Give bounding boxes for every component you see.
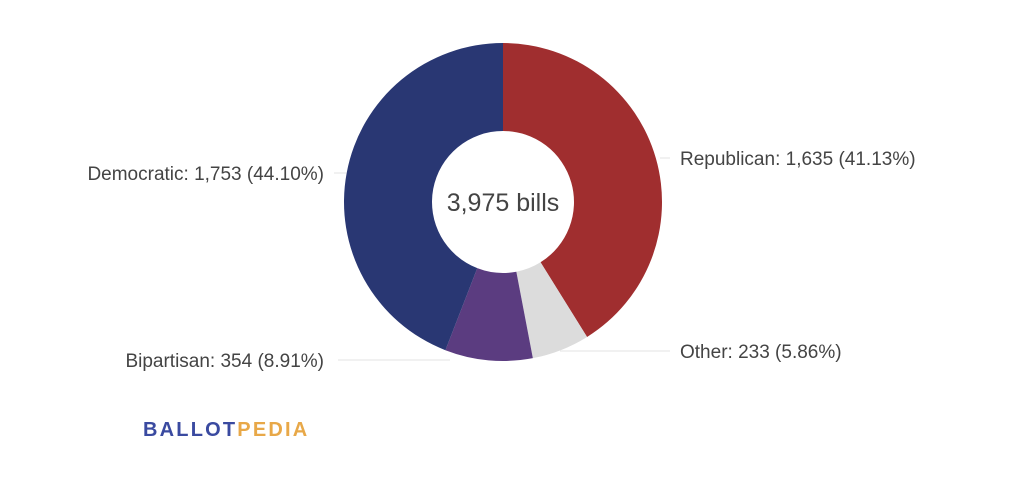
slice-bipartisan[interactable] bbox=[445, 268, 533, 361]
data-label-democratic: Democratic: 1,753 (44.10%) bbox=[87, 164, 324, 185]
data-label-other: Other: 233 (5.86%) bbox=[680, 342, 842, 363]
ballotpedia-logo: BALLOTPEDIA bbox=[143, 419, 309, 442]
logo-part1: BALLOT bbox=[143, 419, 238, 441]
data-label-republican: Republican: 1,635 (41.13%) bbox=[680, 149, 916, 170]
slice-republican[interactable] bbox=[503, 43, 662, 337]
logo-part2: PEDIA bbox=[237, 419, 310, 441]
slice-other[interactable] bbox=[516, 262, 588, 359]
center-label: 3,975 bills bbox=[447, 189, 560, 217]
slice-democratic[interactable] bbox=[344, 43, 503, 351]
data-label-bipartisan: Bipartisan: 354 (8.91%) bbox=[125, 351, 324, 372]
